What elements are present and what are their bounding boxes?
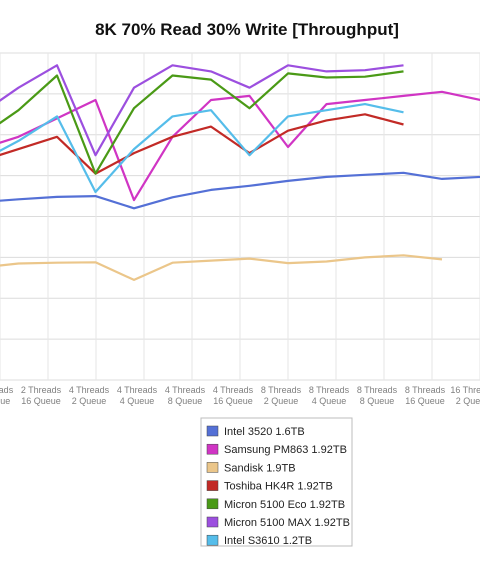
series-line-3 xyxy=(0,113,404,175)
x-tick-label-line1: 8 Threads xyxy=(261,385,302,395)
x-tick-label-line1: 8 Threads xyxy=(309,385,350,395)
legend-swatch xyxy=(206,516,219,528)
legend-item: Micron 5100 Eco 1.92TB xyxy=(206,498,345,511)
legend-label: Sandisk 1.9TB xyxy=(224,462,296,474)
series-line-5 xyxy=(0,64,404,157)
plot-series xyxy=(0,64,480,281)
series-line-6 xyxy=(0,103,404,194)
legend: Intel 3520 1.6TB Samsung PM863 1.92TB Sand… xyxy=(200,417,353,547)
x-tick-label-line2: 2 Queue xyxy=(72,396,107,406)
x-tick-label-line2: 4 Queue xyxy=(312,396,347,406)
legend-item: Intel 3520 1.6TB xyxy=(206,425,305,438)
x-tick-label-line1: 2 Threads xyxy=(0,385,14,395)
x-tick-label-line1: 4 Threads xyxy=(213,385,254,395)
legend-label: Intel S3610 1.2TB xyxy=(224,535,312,547)
x-tick-label-line1: 4 Threads xyxy=(165,385,206,395)
legend-label: Samsung PM863 1.92TB xyxy=(224,444,347,456)
series-line-1 xyxy=(0,90,480,202)
x-tick-label-line2: 16 Queue xyxy=(213,396,253,406)
x-tick-label-line2: 2 Queue xyxy=(456,396,480,406)
x-tick-label-line2: 2 Queue xyxy=(264,396,299,406)
x-tick-label-line2: 2 Queue xyxy=(0,396,10,406)
x-tick-label-line2: 16 Queue xyxy=(405,396,445,406)
legend-item: Samsung PM863 1.92TB xyxy=(206,443,347,456)
legend-item: Sandisk 1.9TB xyxy=(206,462,296,474)
legend-item: Toshiba HK4R 1.92TB xyxy=(206,480,333,493)
x-tick-label-line1: 4 Threads xyxy=(69,385,110,395)
legend-label: Toshiba HK4R 1.92TB xyxy=(224,481,333,493)
series-line-0 xyxy=(0,171,480,210)
series-line-4 xyxy=(0,70,404,175)
legend-swatch xyxy=(206,498,219,510)
grid xyxy=(0,52,480,381)
x-tick-label-line1: 16 Threads xyxy=(450,385,480,395)
chart-title: 8K 70% Read 30% Write [Throughput] xyxy=(95,20,399,39)
legend-box xyxy=(200,417,353,547)
x-tick-label-line2: 8 Queue xyxy=(168,396,203,406)
series-line-2 xyxy=(0,254,443,281)
legend-label: Micron 5100 Eco 1.92TB xyxy=(224,499,345,511)
legend-swatch xyxy=(206,480,219,491)
legend-item: Micron 5100 MAX 1.92TB xyxy=(206,516,350,529)
legend-label: Intel 3520 1.6TB xyxy=(224,426,305,438)
x-tick-label-line1: 2 Threads xyxy=(21,385,62,395)
x-tick-label-line2: 16 Queue xyxy=(21,396,61,406)
legend-label: Micron 5100 MAX 1.92TB xyxy=(224,517,350,529)
x-tick-label-line2: 4 Queue xyxy=(120,396,155,406)
x-tick-label-line1: 8 Threads xyxy=(357,385,398,395)
legend-swatch xyxy=(206,443,219,455)
x-tick-label-line2: 8 Queue xyxy=(360,396,395,406)
legend-item: Intel S3610 1.2TB xyxy=(206,534,312,547)
legend-swatch xyxy=(206,462,219,473)
legend-swatch xyxy=(206,425,219,437)
x-tick-label-line1: 4 Threads xyxy=(117,385,158,395)
x-tick-label-line1: 8 Threads xyxy=(405,385,446,395)
legend-swatch xyxy=(206,534,219,546)
